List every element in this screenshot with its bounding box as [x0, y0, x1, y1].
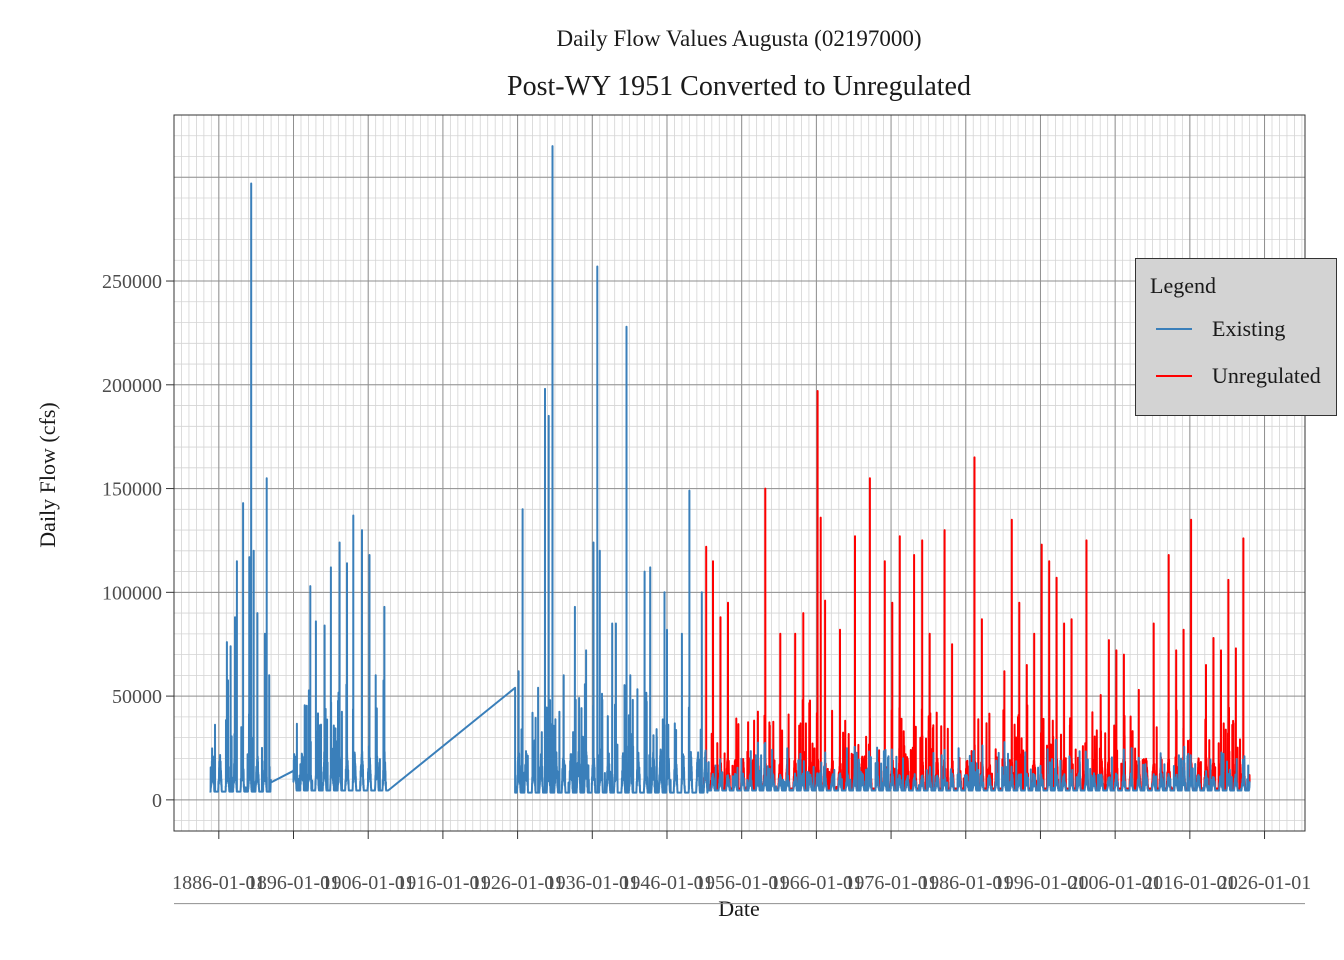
- x-tick-label: 1966-01-01: [770, 872, 863, 894]
- y-tick-label: 100000: [102, 582, 162, 604]
- x-tick-label: 1926-01-01: [471, 872, 564, 894]
- x-tick-label: 1906-01-01: [322, 872, 415, 894]
- x-tick-label: 1986-01-01: [919, 872, 1012, 894]
- plot-border: [173, 114, 1306, 832]
- x-tick-label: 1886-01-01: [172, 872, 265, 894]
- y-tick-label: 200000: [102, 375, 162, 397]
- chart-title: Daily Flow Values Augusta (02197000): [556, 26, 922, 51]
- legend-item-unregulated: Unregulated: [1156, 363, 1321, 388]
- x-tick-label: 2016-01-01: [1143, 872, 1236, 894]
- legend-swatch-unregulated: [1156, 375, 1192, 377]
- x-tick-label: 1996-01-01: [994, 872, 1087, 894]
- legend-swatch-existing: [1156, 328, 1192, 330]
- legend: Legend Existing Unregulated: [1135, 258, 1337, 416]
- legend-label-unregulated: Unregulated: [1212, 363, 1321, 388]
- chart-subtitle: Post-WY 1951 Converted to Unregulated: [507, 71, 971, 102]
- x-tick-label: 2006-01-01: [1068, 872, 1161, 894]
- legend-title: Legend: [1150, 273, 1216, 298]
- x-tick-label: 1916-01-01: [396, 872, 489, 894]
- x-axis-label: Date: [718, 896, 760, 921]
- y-tick-label: 0: [152, 790, 162, 812]
- x-tick-label: 2026-01-01: [1218, 872, 1311, 894]
- plot-background: [174, 115, 1305, 831]
- legend-label-existing: Existing: [1212, 316, 1286, 341]
- y-tick-label: 50000: [112, 686, 162, 708]
- y-tick-label: 250000: [102, 271, 162, 293]
- legend-item-existing: Existing: [1156, 316, 1286, 341]
- x-tick-label: 1976-01-01: [844, 872, 937, 894]
- y-tick-label: 150000: [102, 479, 162, 501]
- x-tick-label: 1936-01-01: [546, 872, 639, 894]
- x-tick-label: 1956-01-01: [695, 872, 788, 894]
- x-tick-label: 1946-01-01: [620, 872, 713, 894]
- series-existing-line: [208, 145, 1251, 794]
- x-tick-label: 1896-01-01: [247, 872, 340, 894]
